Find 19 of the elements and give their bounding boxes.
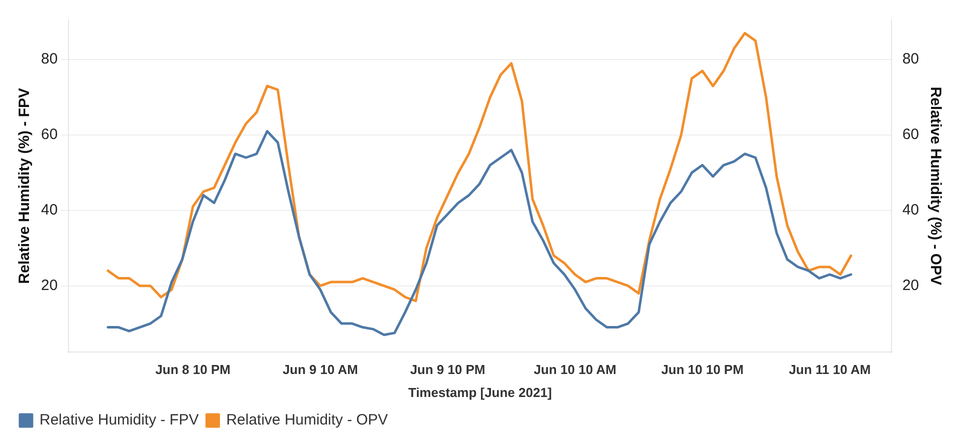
legend-label: Relative Humidity - FPV (40, 412, 199, 429)
y2-tick-label: 80 (902, 50, 920, 68)
y-tick-label: 80 (40, 50, 58, 68)
y2-tick-label: 60 (902, 126, 920, 144)
x-tick-label: Jun 9 10 PM (410, 362, 486, 378)
y-axis-title: Relative Humidity (%) - FPV (16, 88, 34, 284)
y-tick-label: 20 (40, 276, 58, 294)
x-axis-title: Timestamp [June 2021] (408, 384, 552, 400)
x-tick-label: Jun 8 10 PM (155, 362, 230, 378)
x-tick-label: Jun 10 10 PM (661, 362, 744, 378)
legend-label: Relative Humidity - OPV (226, 412, 388, 429)
x-tick-label: Jun 10 10 AM (534, 362, 616, 378)
y-tick-label: 60 (40, 126, 58, 144)
y2-tick-label: 20 (902, 276, 920, 294)
x-tick-label: Jun 11 10 AM (788, 362, 871, 378)
y-tick-label: 40 (40, 202, 58, 219)
y2-axis-title: Relative Humidity (%) - OPV (926, 86, 944, 286)
x-tick-label: Jun 9 10 AM (282, 362, 358, 378)
y2-tick-label: 40 (902, 202, 920, 219)
